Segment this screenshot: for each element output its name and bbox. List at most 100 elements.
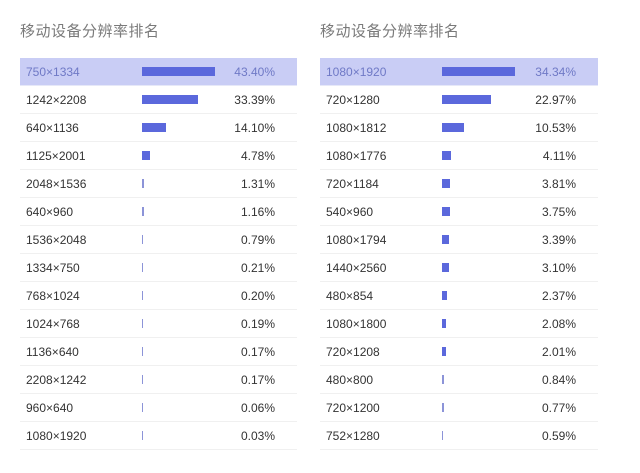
bar-track	[142, 319, 218, 328]
share-percentage: 2.08%	[541, 317, 576, 331]
bar-track	[442, 347, 518, 356]
bar-track	[142, 151, 218, 160]
share-percentage: 3.81%	[541, 177, 576, 191]
bar-track	[442, 67, 518, 76]
resolution-label: 1024×768	[26, 317, 80, 331]
table-row[interactable]: 1440×2560 3.10%	[320, 254, 598, 282]
table-row[interactable]: 768×1024 0.20%	[20, 282, 297, 310]
resolution-label: 1136×640	[26, 345, 79, 359]
bar-track	[442, 123, 518, 132]
share-bar	[442, 347, 446, 356]
share-bar	[142, 95, 198, 104]
share-bar	[442, 291, 447, 300]
share-bar	[142, 67, 215, 76]
share-bar	[442, 403, 444, 412]
table-row[interactable]: 1136×640 0.17%	[20, 338, 297, 366]
panel-title: 移动设备分辨率排名	[20, 22, 160, 40]
share-percentage: 10.53%	[535, 121, 576, 135]
share-bar	[442, 123, 464, 132]
bar-track	[142, 431, 218, 440]
table-row[interactable]: 1334×750 0.21%	[20, 254, 297, 282]
share-bar	[142, 123, 166, 132]
share-percentage: 0.06%	[240, 401, 275, 415]
share-percentage: 4.11%	[542, 149, 576, 163]
bar-track	[442, 291, 518, 300]
bar-track	[142, 263, 218, 272]
table-row[interactable]: 2208×1242 0.17%	[20, 366, 297, 394]
table-row[interactable]: 640×960 1.16%	[20, 198, 297, 226]
share-bar	[142, 151, 150, 160]
resolution-label: 2048×1536	[26, 177, 87, 191]
panel-title: 移动设备分辨率排名	[320, 22, 460, 40]
resolution-label: 750×1334	[26, 65, 80, 79]
bar-track	[442, 207, 518, 216]
bar-track	[442, 235, 518, 244]
share-bar	[442, 263, 449, 272]
resolution-label: 1080×1794	[326, 233, 387, 247]
resolution-label: 1080×1800	[326, 317, 387, 331]
table-row[interactable]: 1242×2208 33.39%	[20, 86, 297, 114]
bar-track	[142, 347, 218, 356]
table-row[interactable]: 1024×768 0.19%	[20, 310, 297, 338]
bar-track	[442, 319, 518, 328]
table-row[interactable]: 1080×1920 0.03%	[20, 422, 297, 450]
resolution-label: 1080×1920	[26, 429, 87, 443]
table-row[interactable]: 720×1280 22.97%	[320, 86, 598, 114]
resolution-label: 1536×2048	[26, 233, 87, 247]
share-bar	[142, 207, 144, 216]
bar-track	[142, 95, 218, 104]
table-row[interactable]: 720×1208 2.01%	[320, 338, 598, 366]
share-bar	[142, 319, 143, 328]
share-bar	[142, 235, 143, 244]
share-percentage: 33.39%	[234, 93, 275, 107]
table-row[interactable]: 1080×1800 2.08%	[320, 310, 598, 338]
share-bar	[442, 207, 450, 216]
share-percentage: 0.17%	[240, 345, 275, 359]
resolution-label: 768×1024	[26, 289, 80, 303]
resolution-label: 1125×2001	[26, 149, 86, 163]
bar-track	[142, 291, 218, 300]
table-row[interactable]: 1125×2001 4.78%	[20, 142, 297, 170]
share-bar	[442, 375, 444, 384]
share-percentage: 3.39%	[541, 233, 576, 247]
table-row[interactable]: 752×1280 0.59%	[320, 422, 598, 450]
resolution-label: 2208×1242	[26, 373, 87, 387]
bar-track	[142, 67, 218, 76]
share-percentage: 0.77%	[541, 401, 576, 415]
share-percentage: 4.78%	[240, 149, 275, 163]
table-row[interactable]: 2048×1536 1.31%	[20, 170, 297, 198]
table-row[interactable]: 640×1136 14.10%	[20, 114, 297, 142]
resolution-label: 540×960	[326, 205, 374, 219]
table-row[interactable]: 720×1200 0.77%	[320, 394, 598, 422]
share-percentage: 22.97%	[535, 93, 576, 107]
table-row[interactable]: 1536×2048 0.79%	[20, 226, 297, 254]
share-percentage: 3.10%	[541, 261, 576, 275]
share-bar	[442, 179, 450, 188]
table-row[interactable]: 540×960 3.75%	[320, 198, 598, 226]
ranking-list: 750×1334 43.40% 1242×2208 33.39% 640×1136 14.…	[20, 58, 297, 450]
table-row[interactable]: 1080×1794 3.39%	[320, 226, 598, 254]
table-row[interactable]: 1080×1776 4.11%	[320, 142, 598, 170]
share-bar	[142, 263, 143, 272]
bar-track	[142, 403, 218, 412]
ranking-list: 1080×1920 34.34% 720×1280 22.97% 1080×1812 10…	[320, 58, 598, 450]
share-percentage: 0.84%	[541, 373, 576, 387]
share-bar	[442, 67, 515, 76]
share-percentage: 0.17%	[240, 373, 275, 387]
share-bar	[142, 179, 144, 188]
share-percentage: 1.31%	[240, 177, 275, 191]
bar-track	[442, 151, 518, 160]
table-row[interactable]: 1080×1812 10.53%	[320, 114, 598, 142]
table-row[interactable]: 750×1334 43.40%	[20, 58, 297, 86]
table-row[interactable]: 960×640 0.06%	[20, 394, 297, 422]
table-row[interactable]: 480×800 0.84%	[320, 366, 598, 394]
resolution-label: 960×640	[26, 401, 74, 415]
share-percentage: 2.01%	[541, 345, 576, 359]
resolution-label: 480×800	[326, 373, 374, 387]
resolution-label: 1080×1920	[326, 65, 387, 79]
table-row[interactable]: 720×1184 3.81%	[320, 170, 598, 198]
bar-track	[442, 263, 518, 272]
table-row[interactable]: 1080×1920 34.34%	[320, 58, 598, 86]
table-row[interactable]: 480×854 2.37%	[320, 282, 598, 310]
bar-track	[142, 123, 218, 132]
